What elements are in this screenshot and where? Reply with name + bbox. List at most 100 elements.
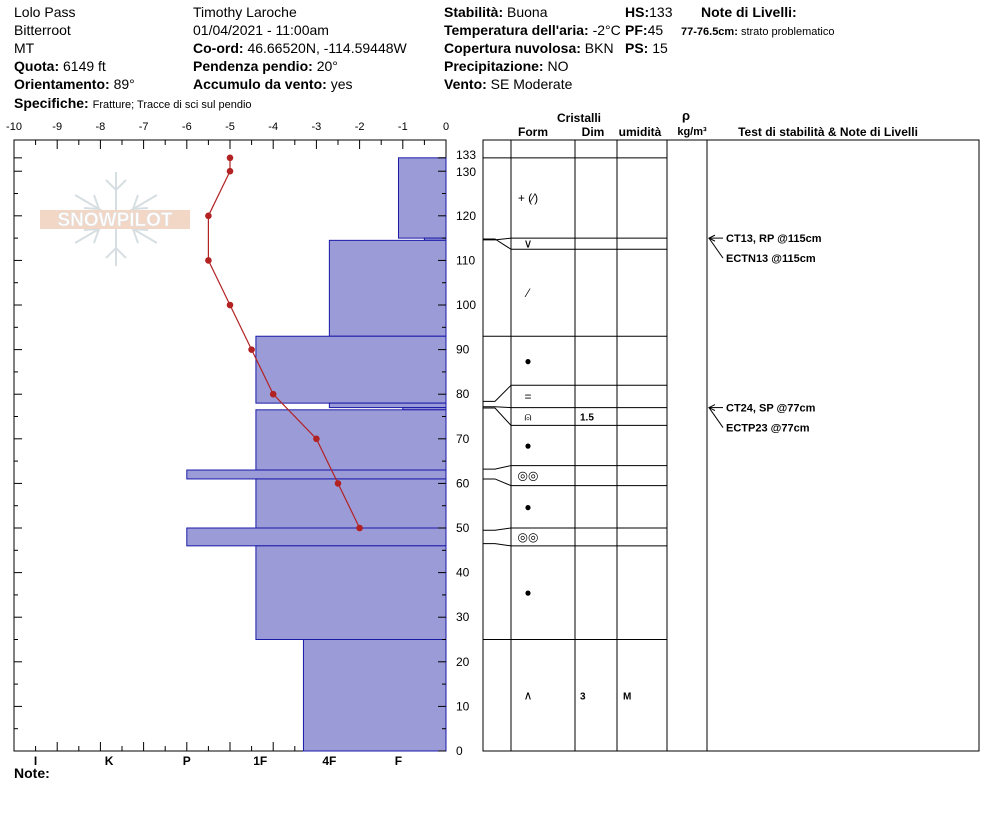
crystal-size: 3 bbox=[580, 691, 586, 702]
precip-value: NO bbox=[547, 58, 569, 74]
crystal-form: ∨ bbox=[524, 237, 533, 251]
layer-connector bbox=[483, 478, 512, 487]
hardness-layer-bar bbox=[328, 402, 447, 409]
rho-header: ρ bbox=[682, 108, 690, 123]
temperature-tick-label: -4 bbox=[268, 121, 278, 133]
hardness-axis-label: 4F bbox=[322, 754, 336, 768]
layer-connector bbox=[483, 543, 512, 547]
tests-header: Test di stabilità & Note di Livelli bbox=[738, 125, 918, 139]
hardness-layer-bar bbox=[255, 335, 447, 404]
hardness-temperature-plot: -10 -9 -8 -7 -6 -5 -4 -3 -2 -1 0010203040506070809… bbox=[6, 121, 476, 768]
slope-value: 20° bbox=[316, 58, 338, 74]
notes-label: Note: bbox=[14, 765, 50, 781]
temperature-tick-label: -8 bbox=[96, 121, 106, 133]
temperature-point bbox=[205, 257, 212, 264]
stability-label: Stabilità: bbox=[444, 4, 504, 20]
crystal-form: ◎◎ bbox=[518, 469, 539, 483]
cloud-value: BKN bbox=[584, 40, 614, 56]
air-temp-value: -2°C bbox=[592, 22, 621, 38]
snowpilot-watermark: SNOWPILOT bbox=[40, 172, 190, 266]
hardness-layer-bar bbox=[255, 545, 447, 641]
crystals-header: Cristalli bbox=[557, 111, 601, 125]
temperature-tick-label: -7 bbox=[139, 121, 149, 133]
observation-datetime: 01/04/2021 - 11:00am bbox=[193, 22, 329, 38]
table-frame bbox=[482, 139, 980, 752]
coord-label: Co-ord: bbox=[193, 40, 244, 56]
slope-angle: Pendenza pendio: 20° bbox=[193, 58, 338, 74]
hardness-layer-bar bbox=[255, 409, 447, 471]
temperature-tick-label: -2 bbox=[355, 121, 365, 133]
height-tick-label: 100 bbox=[456, 298, 476, 312]
height-tick-label: 130 bbox=[456, 165, 476, 179]
elevation-value: 6149 ft bbox=[63, 58, 106, 74]
watermark-text: SNOWPILOT bbox=[57, 210, 172, 231]
temperature-point bbox=[226, 154, 234, 162]
hardness-layer-bar bbox=[328, 239, 447, 337]
temperature-point bbox=[248, 346, 255, 353]
height-tick-label: 70 bbox=[456, 432, 470, 446]
hardness-axis-label: P bbox=[183, 754, 191, 768]
layer-connector bbox=[483, 465, 512, 470]
precip-label: Precipitazione: bbox=[444, 58, 544, 74]
temperature-tick-label: -9 bbox=[52, 121, 62, 133]
temperature-point bbox=[226, 167, 234, 175]
crystal-form: ● bbox=[524, 586, 531, 600]
layer-note-text: strato problematico bbox=[740, 26, 835, 38]
form-header: Form bbox=[518, 125, 548, 139]
temperature-profile-line bbox=[207, 157, 361, 529]
slope-label: Pendenza pendio: bbox=[193, 58, 313, 74]
height-tick-label: 40 bbox=[456, 566, 470, 580]
aspect-value: 89° bbox=[113, 76, 135, 92]
aspect-label: Orientamento: bbox=[14, 76, 110, 92]
stability-value: Buona bbox=[507, 4, 548, 20]
watermark-band bbox=[40, 210, 190, 229]
aspect: Orientamento: 89° bbox=[14, 76, 135, 92]
crystal-form: + (⁄) bbox=[518, 191, 538, 205]
crystal-form: ● bbox=[524, 439, 531, 453]
temperature-tick-label: -1 bbox=[398, 121, 408, 133]
cloud-cover: Copertura nuvolosa: BKN bbox=[444, 40, 614, 56]
stability: Stabilità: Buona bbox=[444, 4, 548, 20]
size-header: Dim bbox=[582, 125, 605, 139]
location-name: Lolo Pass bbox=[14, 4, 76, 20]
precipitation: Precipitazione: NO bbox=[444, 58, 568, 74]
coordinates: Co-ord: 46.66520N, -114.59448W bbox=[193, 40, 407, 56]
hardness-layer-bar bbox=[186, 469, 447, 480]
temperature-point bbox=[334, 480, 342, 487]
mountain-range: Bitterroot bbox=[14, 22, 71, 38]
temperature-tick-label: -3 bbox=[312, 121, 322, 133]
temperature-point bbox=[269, 390, 277, 398]
crystal-form: ∧ bbox=[524, 688, 533, 702]
temperature-point bbox=[226, 301, 234, 309]
layer-connector bbox=[483, 384, 512, 402]
hardness-axis-label: I bbox=[34, 754, 37, 768]
crystal-moisture: M bbox=[623, 691, 631, 702]
hardness-axis-label: F bbox=[395, 754, 402, 768]
layer-note-range: 77-76.5cm: bbox=[681, 26, 738, 38]
specifics: Specifiche: Fratture; Tracce di sci sul … bbox=[14, 95, 252, 113]
hardness-layer-bar bbox=[255, 478, 447, 529]
stability-test-arrow bbox=[708, 407, 724, 428]
hardness-layer-bar bbox=[186, 527, 447, 547]
hardness-layer-bar bbox=[397, 157, 447, 239]
crystal-form: = bbox=[524, 389, 531, 403]
elevation: Quota: 6149 ft bbox=[14, 58, 106, 74]
crystal-form: ◎◎ bbox=[518, 530, 539, 544]
specifics-label: Specifiche: bbox=[14, 95, 89, 111]
stability-test-arrow bbox=[708, 237, 724, 259]
temperature-tick-label: -6 bbox=[182, 121, 192, 133]
layer-notes-label: Note di Livelli: bbox=[701, 4, 797, 20]
height-tick-label: 20 bbox=[456, 655, 470, 669]
hardness-axis-label: 1F bbox=[253, 754, 267, 768]
stability-test-label: CT24, SP @77cm bbox=[726, 403, 816, 415]
wind-value: SE Moderate bbox=[490, 76, 573, 92]
stability-test-label: ECTP23 @77cm bbox=[726, 423, 810, 435]
ps-value: 15 bbox=[652, 40, 668, 56]
layer-connector bbox=[483, 407, 512, 426]
cloud-label: Copertura nuvolosa: bbox=[444, 40, 581, 56]
ski-penetration: PS: 15 bbox=[625, 40, 668, 56]
arrow-head-icon bbox=[707, 234, 716, 242]
crystal-form: ⁄ bbox=[524, 286, 531, 300]
height-tick-label: 80 bbox=[456, 387, 470, 401]
layer-connector bbox=[483, 527, 512, 531]
